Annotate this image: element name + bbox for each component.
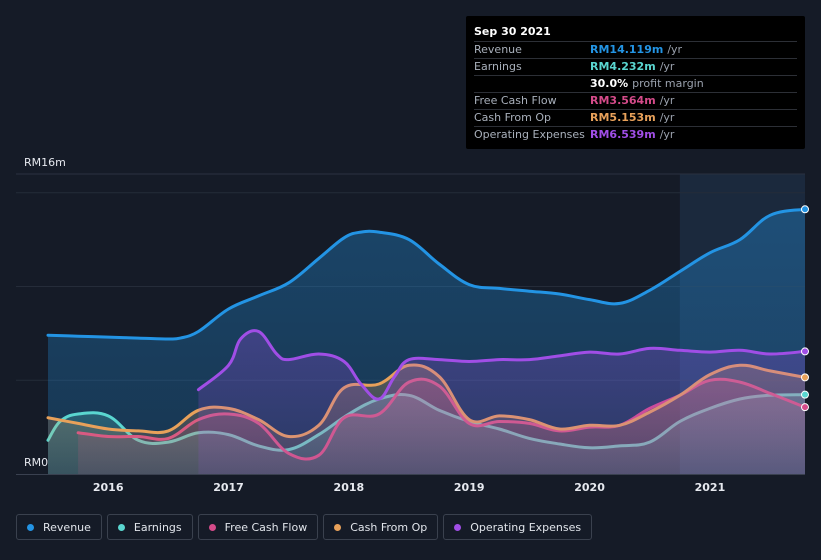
x-tick-label: 2019 <box>454 481 485 494</box>
legend-item-free-cash-flow[interactable]: Free Cash Flow <box>197 514 319 540</box>
tooltip-row-label: Cash From Op <box>474 111 552 124</box>
x-tick-label: 2021 <box>695 481 726 494</box>
legend-label: Cash From Op <box>350 520 428 534</box>
tooltip-row-label: Free Cash Flow <box>474 94 557 107</box>
tooltip-date: Sep 30 2021 <box>474 24 797 42</box>
legend-label: Free Cash Flow <box>224 520 308 534</box>
y-axis-top-label: RM16m <box>24 156 66 169</box>
legend-dot-icon <box>208 523 216 531</box>
earnings-endpoint <box>801 390 809 399</box>
tooltip-row: Free Cash Flow RM3.564m/yr <box>474 93 797 110</box>
x-tick-label: 2020 <box>574 481 605 494</box>
legend-item-cash-from-op[interactable]: Cash From Op <box>323 514 439 540</box>
tooltip-row-value: RM4.232m <box>590 60 656 73</box>
legend-label: Earnings <box>133 520 182 534</box>
legend-label: Operating Expenses <box>470 520 582 534</box>
tooltip-row-unit: /yr <box>659 111 675 124</box>
chart-legend: Revenue Earnings Free Cash Flow Cash From O… <box>16 514 593 540</box>
free-cash-flow-endpoint <box>801 403 809 412</box>
legend-dot-icon <box>454 523 462 531</box>
legend-item-revenue[interactable]: Revenue <box>16 514 102 540</box>
tooltip-row-value: 30.0% <box>590 77 629 90</box>
x-tick-label: 2016 <box>93 481 124 494</box>
tooltip-row-label <box>474 76 590 92</box>
tooltip-row-label: Earnings <box>474 60 522 73</box>
operating-expenses-endpoint <box>801 347 809 356</box>
tooltip-row: Earnings RM4.232m/yr <box>474 59 797 76</box>
x-tick-label: 2017 <box>213 481 244 494</box>
legend-dot-icon <box>334 523 342 531</box>
data-tooltip: Sep 30 2021 Revenue RM14.119m/yr Earnings R… <box>466 16 805 149</box>
legend-item-operating-expenses[interactable]: Operating Expenses <box>443 514 593 540</box>
tooltip-row-value: RM5.153m <box>590 111 656 124</box>
cash-from-op-endpoint <box>801 373 809 382</box>
revenue-endpoint <box>801 205 809 214</box>
operating-expenses-area <box>198 330 805 474</box>
revenue-line <box>46 207 807 341</box>
tooltip-row-label: Revenue <box>474 43 522 56</box>
tooltip-row-label: Operating Expenses <box>474 128 585 141</box>
tooltip-row-value: RM3.564m <box>590 94 656 107</box>
tooltip-row-value: RM6.539m <box>590 128 656 141</box>
tooltip-row: 30.0% profit margin <box>474 76 797 93</box>
legend-item-earnings[interactable]: Earnings <box>106 514 193 540</box>
legend-label: Revenue <box>43 520 91 534</box>
tooltip-row-unit: /yr <box>659 128 675 141</box>
tooltip-row: Operating Expenses RM6.539m/yr <box>474 127 797 143</box>
operating-expenses-line <box>196 329 807 401</box>
tooltip-row-unit: /yr <box>667 43 683 56</box>
legend-dot-icon <box>117 523 125 531</box>
x-tick-label: 2018 <box>334 481 365 494</box>
tooltip-row-unit: profit margin <box>632 77 704 90</box>
tooltip-row: Cash From Op RM5.153m/yr <box>474 110 797 127</box>
y-axis-bottom-label: RM0 <box>24 456 49 469</box>
tooltip-row: Revenue RM14.119m/yr <box>474 42 797 59</box>
legend-dot-icon <box>27 523 34 531</box>
tooltip-row-unit: /yr <box>659 60 675 73</box>
tooltip-row-unit: /yr <box>659 94 675 107</box>
tooltip-row-value: RM14.119m <box>590 43 664 56</box>
